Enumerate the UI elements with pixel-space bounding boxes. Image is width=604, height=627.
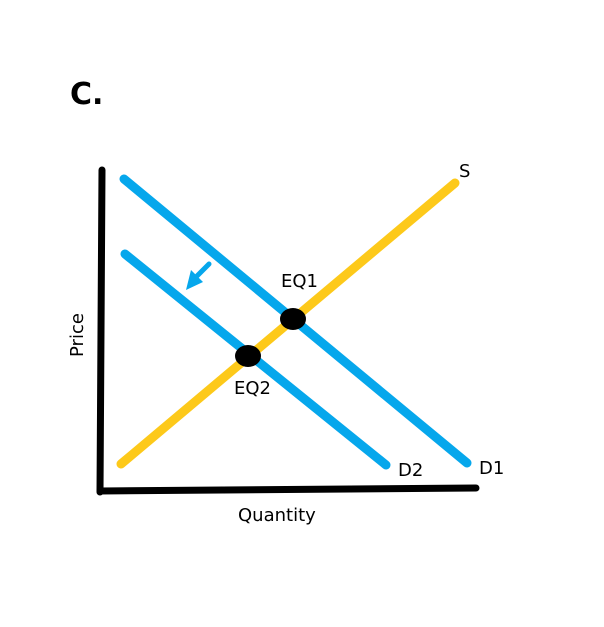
demand-curve-d1-label: D1	[479, 458, 504, 479]
supply-curve-label: S	[459, 161, 470, 182]
demand-curve-d2-label: D2	[398, 460, 423, 481]
y-axis-label: Price	[67, 313, 88, 357]
demand-shift-arrow-icon	[186, 261, 212, 290]
equilibrium-label-eq2: EQ2	[234, 378, 271, 399]
panel-label: C.	[70, 77, 103, 112]
equilibrium-point-eq1	[280, 308, 306, 330]
x-axis-label: Quantity	[238, 505, 316, 526]
y-axis	[96, 166, 106, 496]
x-axis	[96, 484, 480, 495]
equilibrium-label-eq1: EQ1	[281, 271, 318, 292]
equilibrium-point-eq2	[235, 345, 261, 367]
